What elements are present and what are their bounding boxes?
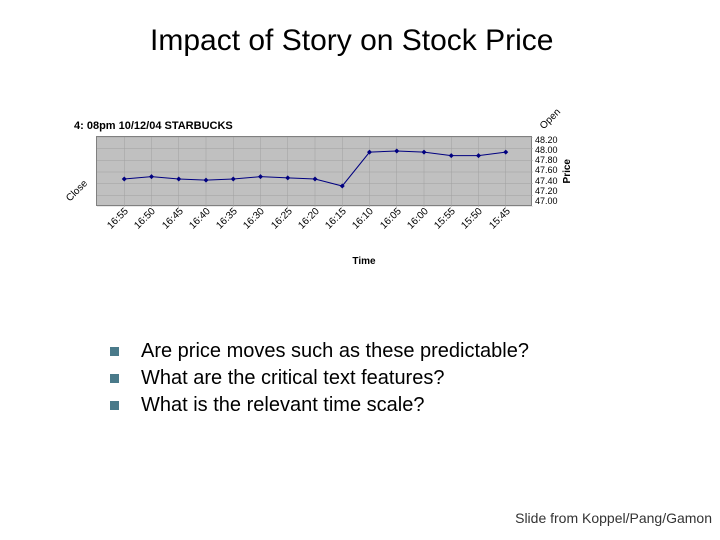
x-tick: 16:00 [405,206,430,231]
y-tick: 47.20 [535,187,558,196]
y-tick: 48.00 [535,146,558,155]
x-tick: 16:05 [378,206,403,231]
bullet-square-icon [110,401,119,410]
x-tick: 16:45 [160,206,185,231]
x-tick: 16:25 [269,206,294,231]
y-tick: 47.60 [535,166,558,175]
chart-title: 4: 08pm 10/12/04 STARBUCKS [74,120,654,132]
slide-credit: Slide from Koppel/Pang/Gamon [515,510,712,526]
slide: Impact of Story on Stock Price 4: 08pm 1… [0,0,720,540]
page-title: Impact of Story on Stock Price [150,24,554,58]
x-tick: 15:45 [487,206,512,231]
bullet-square-icon [110,347,119,356]
bullet-text: What is the relevant time scale? [141,394,424,417]
x-axis-left-spacer [74,206,96,250]
x-tick: 16:55 [106,206,131,231]
x-tick: 15:50 [460,206,485,231]
x-axis-row: 16:5516:5016:4516:4016:3516:3016:2516:20… [74,206,654,250]
y-tick: 48.20 [535,136,558,145]
bullet-item: Are price moves such as these predictabl… [110,340,529,363]
y-tick: 47.80 [535,156,558,165]
bullet-item: What is the relevant time scale? [110,394,529,417]
y-tick: 47.40 [535,177,558,186]
bullet-text: What are the critical text features? [141,367,444,390]
close-axis-label: Close [74,136,96,206]
chart-plot-row: Close 48.2048.0047.8047.60 47.4047.2047.0… [74,136,654,206]
price-text: Price [562,159,573,183]
y-axis-label: Price [558,136,573,206]
x-axis-label: Time [74,256,654,267]
x-tick: 16:30 [242,206,267,231]
x-tick: 16:10 [351,206,376,231]
chart-plot-area [96,136,532,206]
bullet-text: Are price moves such as these predictabl… [141,340,529,363]
bullet-list: Are price moves such as these predictabl… [110,340,529,421]
x-tick: 16:40 [187,206,212,231]
y-axis-ticks: 48.2048.0047.8047.60 47.4047.2047.00 [532,136,558,206]
x-tick: 16:50 [133,206,158,231]
y-tick: 47.00 [535,197,558,206]
x-tick: 15:55 [433,206,458,231]
close-text: Close [64,178,90,204]
x-tick: 16:15 [324,206,349,231]
bullet-square-icon [110,374,119,383]
bullet-item: What are the critical text features? [110,367,529,390]
stock-chart: 4: 08pm 10/12/04 STARBUCKS Close 48.2048… [74,120,654,267]
x-tick: 16:20 [296,206,321,231]
x-tick: 16:35 [215,206,240,231]
x-axis-ticks: 16:5516:5016:4516:4016:3516:3016:2516:20… [96,206,532,250]
